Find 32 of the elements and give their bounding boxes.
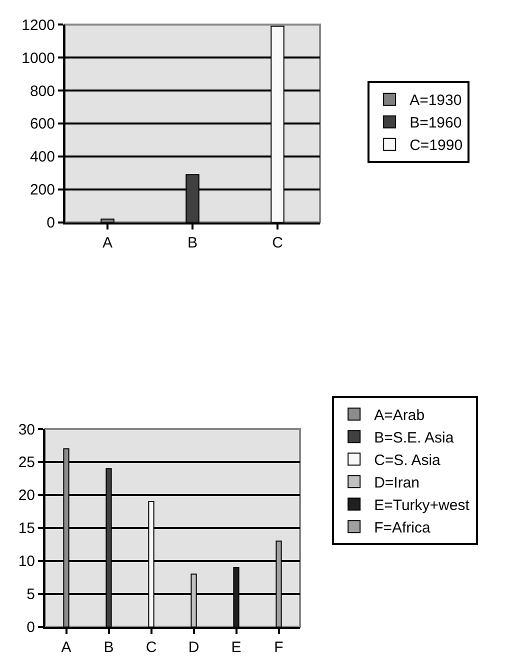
- legend-label: A=1930: [410, 92, 462, 110]
- x-tick-label: A: [102, 234, 113, 252]
- y-tick-label: 200: [30, 182, 55, 199]
- legend-label: B=S.E. Asia: [374, 429, 454, 446]
- x-tick-label: E: [231, 638, 242, 656]
- y-tick-label: 600: [30, 116, 55, 133]
- legend-label: F=Africa: [374, 519, 432, 536]
- y-tick-label: 10: [18, 553, 35, 570]
- y-tick-label: 800: [30, 82, 55, 100]
- y-tick-label: 25: [18, 454, 35, 472]
- y-tick-label: 30: [18, 421, 35, 438]
- legend-label: D=Iran: [374, 474, 420, 492]
- y-tick-label: 400: [30, 148, 55, 166]
- legend-label: C=S. Asia: [374, 452, 442, 469]
- legend-label: E=Turky+west: [374, 496, 470, 514]
- x-tick-label: C: [146, 638, 157, 656]
- legend-label: A=Arab: [374, 406, 425, 424]
- y-tick-label: 1000: [22, 50, 55, 67]
- y-tick-label: 20: [18, 487, 35, 504]
- x-tick-label: B: [104, 638, 114, 656]
- y-tick-label: 5: [26, 586, 35, 604]
- legend-label: C=1990: [410, 137, 463, 154]
- x-tick-label: D: [188, 638, 200, 656]
- x-tick-label: C: [272, 234, 284, 252]
- x-tick-label: F: [274, 638, 284, 656]
- y-tick-label: 1200: [22, 16, 55, 34]
- y-tick-label: 15: [18, 520, 35, 538]
- y-tick-label: 0: [26, 619, 35, 636]
- y-tick-label: 0: [46, 214, 55, 232]
- x-tick-label: B: [187, 234, 198, 252]
- x-tick-label: A: [61, 638, 72, 656]
- legend-label: B=1960: [410, 114, 462, 132]
